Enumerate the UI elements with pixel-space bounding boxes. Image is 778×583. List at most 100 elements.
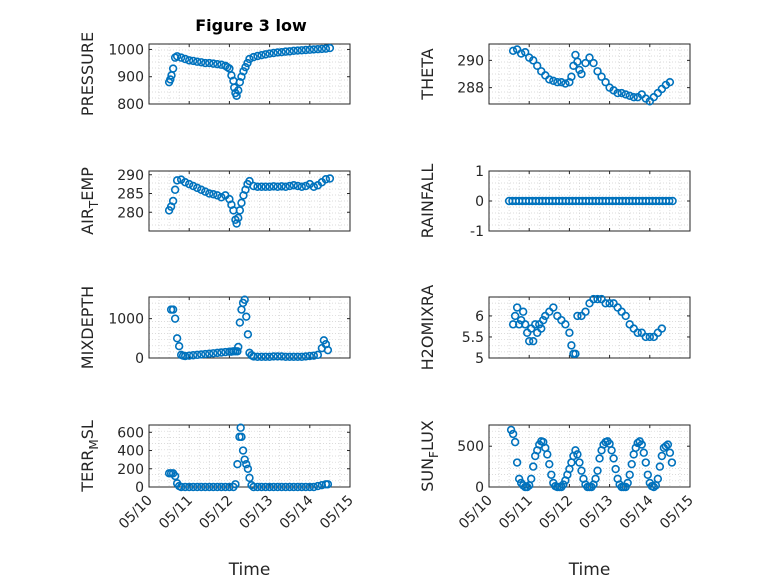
data-point	[232, 91, 241, 101]
y-tick-label: 800	[117, 97, 144, 113]
data-point	[665, 196, 674, 206]
data-point	[553, 311, 562, 321]
data-point	[217, 482, 226, 492]
data-point	[522, 328, 532, 337]
data-point	[185, 351, 194, 360]
data-point	[185, 56, 194, 65]
subplot-h2omixra: 5 5.5 6 H2OMIXRA	[418, 285, 691, 370]
data-point	[242, 312, 251, 321]
x-tick-label: 05/14	[277, 492, 317, 532]
data-point	[277, 352, 286, 361]
data-point	[593, 294, 602, 304]
data-point	[235, 206, 245, 215]
data-point	[512, 458, 522, 467]
y-axis-label: AIRTEMP	[78, 167, 101, 235]
data-point	[205, 349, 214, 358]
data-point	[209, 482, 218, 492]
data-point	[257, 182, 266, 191]
data-point	[581, 307, 590, 316]
data-point	[305, 482, 314, 492]
subplot-air-temp: 280 285 290 AIRTEMP	[78, 167, 351, 235]
data-point	[237, 432, 246, 442]
data-point	[571, 446, 580, 455]
data-point	[585, 53, 594, 62]
data-point	[643, 470, 652, 479]
data-point	[180, 482, 190, 492]
data-point	[269, 48, 278, 58]
data-point	[201, 187, 210, 196]
data-point	[213, 59, 222, 69]
data-point	[667, 458, 677, 467]
data-point	[242, 460, 251, 469]
data-point	[313, 481, 323, 491]
data-point	[577, 466, 586, 475]
data-point	[573, 57, 582, 66]
data-point	[589, 58, 598, 68]
data-point	[508, 429, 518, 439]
data-point	[522, 482, 532, 492]
data-point	[649, 92, 659, 102]
data-point	[249, 482, 258, 492]
y-tick-label: 288	[457, 81, 484, 97]
y-tick-label: 200	[117, 462, 144, 478]
data-point	[297, 352, 306, 362]
x-axis-label: Time	[228, 560, 271, 580]
data-point	[193, 350, 202, 360]
data-point	[238, 446, 248, 455]
data-point	[253, 352, 262, 362]
y-tick-label: -1	[470, 224, 484, 240]
data-point	[639, 448, 648, 457]
data-point	[285, 181, 294, 191]
x-axis-label: Time	[568, 560, 611, 580]
data-point	[305, 351, 314, 361]
data-point	[621, 482, 630, 492]
data-point	[193, 482, 202, 492]
data-point	[309, 182, 319, 191]
data-point	[257, 482, 266, 492]
data-point	[633, 438, 642, 448]
x-tick-label: 05/13	[577, 493, 617, 533]
data-point	[249, 352, 258, 361]
y-axis-label: TERRMSL	[78, 420, 101, 493]
y-axis-label: RAINFALL	[418, 164, 437, 239]
data-point	[170, 314, 180, 323]
data-point	[309, 351, 319, 360]
data-point	[289, 181, 298, 190]
y-tick-label: 5	[475, 351, 484, 367]
y-tick-label: 600	[117, 425, 144, 441]
data-point	[657, 324, 667, 333]
data-point	[593, 466, 602, 475]
data-point	[649, 482, 659, 492]
y-tick-label: 5.5	[462, 330, 484, 346]
data-point	[235, 77, 245, 87]
data-point	[170, 471, 180, 481]
axes-frame	[488, 424, 691, 488]
data-point	[217, 348, 226, 357]
y-axis-label: SUNFLUX	[418, 420, 441, 492]
data-point	[189, 181, 198, 191]
data-point	[205, 482, 214, 492]
data-point	[621, 90, 630, 99]
data-point	[201, 482, 210, 492]
data-point	[653, 88, 663, 98]
data-point	[653, 328, 663, 337]
data-point	[209, 190, 218, 199]
axes-frame	[148, 170, 351, 232]
data-point	[253, 482, 262, 492]
data-point	[323, 345, 333, 355]
data-point	[571, 349, 580, 358]
data-point	[285, 47, 294, 56]
data-point	[243, 464, 253, 473]
data-point	[221, 482, 230, 492]
data-point	[269, 352, 278, 361]
data-point	[167, 71, 176, 80]
data-point	[234, 213, 243, 223]
data-point	[213, 348, 222, 358]
data-point	[520, 320, 530, 329]
data-point	[623, 478, 632, 488]
data-point	[577, 69, 586, 79]
data-point	[239, 67, 248, 76]
y-tick-label: 285	[117, 187, 144, 203]
x-tick-label: 05/13	[237, 493, 277, 533]
x-tick-label: 05/10	[456, 493, 496, 533]
